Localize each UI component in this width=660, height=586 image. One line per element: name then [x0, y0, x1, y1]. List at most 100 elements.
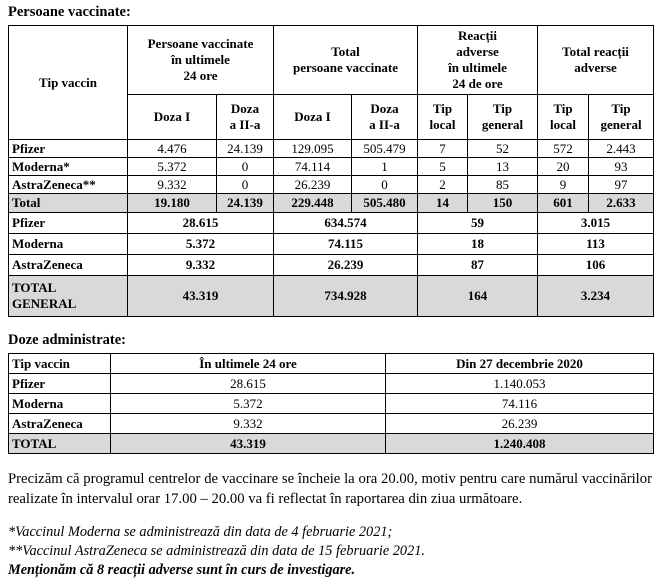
cell: 601	[537, 193, 590, 213]
cell: 5	[417, 157, 468, 176]
t1-row-astrazeneca-doze: AstraZeneca 9.332 26.239 87 106	[8, 254, 655, 276]
t1-header-total-reactii: Total reacții adverse	[537, 25, 655, 95]
cell: 164	[416, 275, 539, 317]
cell: 24.139	[216, 193, 274, 213]
footnote-reactii-investigare: Menționăm că 8 reacții adverse sunt în c…	[8, 562, 356, 579]
footnote-moderna: *Vaccinul Moderna se administrează din d…	[8, 524, 393, 541]
persoane-vaccinate-table: Tip vaccin Persoane vaccinate în ultimel…	[8, 25, 655, 317]
cell: 505.480	[351, 193, 418, 213]
cell: 59	[416, 212, 539, 234]
row-label: TOTAL	[8, 433, 111, 454]
cell: 3.234	[537, 275, 655, 317]
cell: 129.095	[273, 139, 352, 158]
cell: 0	[351, 175, 418, 194]
cell: 26.239	[385, 413, 654, 434]
cell: 43.319	[127, 275, 274, 317]
row-label: TOTAL GENERAL	[8, 275, 128, 317]
t1-subheader-doza2-24h: Doza a II-a	[216, 94, 274, 140]
cell: 74.115	[273, 233, 418, 255]
cell: 2	[417, 175, 468, 194]
cell: 74.114	[273, 157, 352, 176]
cell: 1.140.053	[385, 373, 654, 394]
t1-subheader-tip-local-total: Tip local	[537, 94, 590, 140]
doze-administrate-table: Tip vaccin În ultimele 24 ore Din 27 dec…	[8, 353, 654, 454]
cell: 9.332	[127, 254, 274, 276]
cell: 74.116	[385, 393, 654, 414]
t1-row-pfizer: Pfizer 4.476 24.139 129.095 505.479 7 52…	[8, 139, 655, 158]
cell: 18	[416, 233, 539, 255]
cell: 106	[537, 254, 655, 276]
cell: 93	[588, 157, 655, 176]
t1-subheader-doza2-total: Doza a II-a	[351, 94, 418, 140]
cell: 20	[537, 157, 590, 176]
row-label: Pfizer	[8, 212, 128, 234]
cell: 24.139	[216, 139, 274, 158]
footnote-astrazeneca: **Vaccinul AstraZeneca se administrează …	[8, 543, 425, 560]
t1-row-pfizer-doze: Pfizer 28.615 634.574 59 3.015	[8, 212, 655, 234]
t1-row-moderna-doze: Moderna 5.372 74.115 18 113	[8, 233, 655, 255]
cell: 52	[466, 139, 539, 158]
program-paragraph: Precizăm că programul centrelor de vacci…	[8, 471, 652, 508]
cell: 13	[466, 157, 539, 176]
cell: 1.240.408	[385, 433, 654, 454]
row-label: Pfizer	[8, 139, 128, 158]
cell: 9	[537, 175, 590, 194]
t1-header-reactii-24h: Reacții adverse în ultimele 24 de ore	[416, 25, 539, 95]
t1-subheader-tip-general-24h: Tip general	[466, 94, 539, 140]
t1-subheader-doza1-total: Doza I	[273, 94, 352, 140]
cell: 87	[416, 254, 539, 276]
t2-header-tip-vaccin: Tip vaccin	[8, 353, 111, 374]
cell: 3.015	[537, 212, 655, 234]
cell: 7	[417, 139, 468, 158]
cell: 634.574	[273, 212, 418, 234]
cell: 2.443	[588, 139, 655, 158]
cell: 28.615	[127, 212, 274, 234]
cell: 85	[466, 175, 539, 194]
t1-row-astrazeneca: AstraZeneca** 9.332 0 26.239 0 2 85 9 97	[8, 175, 655, 194]
t1-row-total: Total 19.180 24.139 229.448 505.480 14 1…	[8, 193, 655, 213]
cell: 43.319	[110, 433, 386, 454]
t1-subheader-doza1-24h: Doza I	[127, 94, 217, 140]
row-label: AstraZeneca	[8, 254, 128, 276]
cell: 26.239	[273, 254, 418, 276]
t2-header-din-27-decembrie: Din 27 decembrie 2020	[385, 353, 654, 374]
cell: 19.180	[127, 193, 217, 213]
t2-row-moderna: Moderna 5.372 74.116	[8, 393, 654, 414]
section-title-doze-administrate: Doze administrate:	[8, 332, 126, 348]
t2-row-astrazeneca: AstraZeneca 9.332 26.239	[8, 413, 654, 434]
cell: 5.372	[110, 393, 386, 414]
t1-subheader-tip-general-total: Tip general	[588, 94, 655, 140]
cell: 28.615	[110, 373, 386, 394]
row-label: AstraZeneca**	[8, 175, 128, 194]
row-label: AstraZeneca	[8, 413, 111, 434]
cell: 505.479	[351, 139, 418, 158]
cell: 5.372	[127, 233, 274, 255]
cell: 9.332	[127, 175, 217, 194]
cell: 2.633	[588, 193, 655, 213]
t2-row-total: TOTAL 43.319 1.240.408	[8, 433, 654, 454]
cell: 229.448	[273, 193, 352, 213]
row-label: Total	[8, 193, 128, 213]
cell: 0	[216, 157, 274, 176]
t2-header-row: Tip vaccin În ultimele 24 ore Din 27 dec…	[8, 353, 654, 374]
row-label: Moderna*	[8, 157, 128, 176]
t1-header-tip-vaccin: Tip vaccin	[8, 25, 128, 140]
t1-row-total-general: TOTAL GENERAL 43.319 734.928 164 3.234	[8, 275, 655, 317]
t1-header-sub-row: Doza I Doza a II-a Doza I Doza a II-a Ti…	[9, 94, 655, 140]
section-title-persoane-vaccinate: Persoane vaccinate:	[8, 4, 131, 20]
t1-header-group-row: Tip vaccin Persoane vaccinate în ultimel…	[8, 25, 655, 140]
t2-header-24h: În ultimele 24 ore	[110, 353, 386, 374]
cell: 9.332	[110, 413, 386, 434]
cell: 0	[216, 175, 274, 194]
row-label: Moderna	[8, 233, 128, 255]
row-label: Moderna	[8, 393, 111, 414]
cell: 26.239	[273, 175, 352, 194]
cell: 150	[466, 193, 539, 213]
footnotes: *Vaccinul Moderna se administrează din d…	[8, 523, 652, 580]
t2-row-pfizer: Pfizer 28.615 1.140.053	[8, 373, 654, 394]
t1-subheader-tip-local-24h: Tip local	[417, 94, 468, 140]
t1-row-moderna: Moderna* 5.372 0 74.114 1 5 13 20 93	[8, 157, 655, 176]
cell: 113	[537, 233, 655, 255]
cell: 5.372	[127, 157, 217, 176]
